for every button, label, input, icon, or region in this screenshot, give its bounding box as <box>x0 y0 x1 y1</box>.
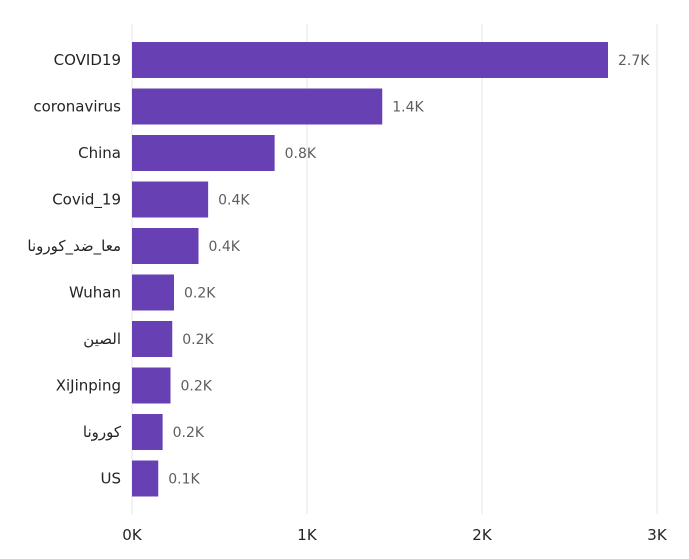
x-tick-label: 3K <box>647 526 668 544</box>
category-label: Covid_19 <box>52 191 121 210</box>
bar[interactable] <box>132 135 275 171</box>
data-label: 0.4K <box>209 239 241 255</box>
category-label: الصين <box>83 330 121 348</box>
category-label: US <box>100 470 121 488</box>
category-label: coronavirus <box>33 98 121 116</box>
bar[interactable] <box>132 274 174 311</box>
x-tick-label: 2K <box>472 526 493 544</box>
bar[interactable] <box>132 88 383 125</box>
bar[interactable] <box>132 228 199 264</box>
labels: 0K 1K 2K 3K COVID19 2.7K coronavirus 1.4K China 0… <box>27 51 667 544</box>
category-label: COVID19 <box>54 51 121 69</box>
bars <box>132 42 608 497</box>
x-tick-label: 1K <box>297 526 318 544</box>
bar[interactable] <box>132 460 159 497</box>
data-label: 1.4K <box>392 100 424 116</box>
category-label: Wuhan <box>69 284 121 302</box>
data-label: 2.7K <box>618 53 650 69</box>
bar[interactable] <box>132 321 173 357</box>
data-label: 0.2K <box>181 379 213 395</box>
data-label: 0.2K <box>182 332 214 348</box>
bar[interactable] <box>132 367 171 404</box>
data-label: 0.2K <box>173 425 205 441</box>
x-tick-label: 0K <box>122 526 143 544</box>
bar[interactable] <box>132 181 209 218</box>
category-label: كورونا <box>83 423 122 441</box>
bar[interactable] <box>132 42 608 78</box>
data-label: 0.1K <box>168 472 200 488</box>
data-label: 0.4K <box>218 193 250 209</box>
category-label: China <box>78 144 121 162</box>
bar[interactable] <box>132 414 163 450</box>
category-label: XiJinping <box>56 377 121 395</box>
category-label: معا_ضد_كورونا <box>27 237 121 256</box>
data-label: 0.2K <box>184 286 216 302</box>
data-label: 0.8K <box>285 146 317 162</box>
